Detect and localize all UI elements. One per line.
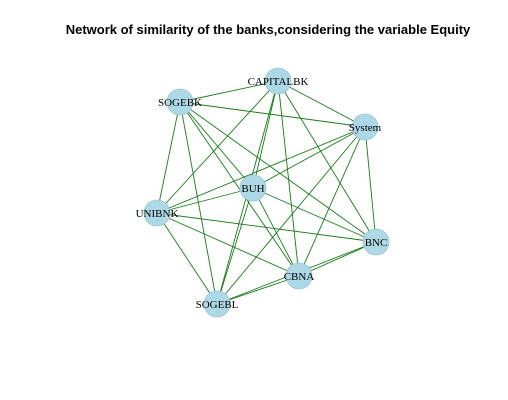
node-circle [351,113,379,141]
edge-sogebk-buh [179,101,254,189]
node-label: CAPITALBK [248,76,309,88]
node-label: UNIBNK [136,208,179,220]
edge-sogebk-unibnk [156,101,181,214]
node-system: System [349,113,382,141]
edge-capitalbk-bnc [277,80,377,243]
node-circle [285,262,313,290]
edge-system-sogebl [216,126,366,305]
edge-buh-bnc [252,187,377,243]
node-sogebk: SOGEBK [158,88,202,116]
edge-system-cbna [298,126,366,277]
edge-buh-sogebl [216,187,254,305]
edge-system-buh [252,126,366,189]
edge-sogebk-system [179,101,366,128]
node-label: BUH [241,183,264,195]
node-circle [143,199,171,227]
edge-system-bnc [364,126,377,243]
node-label: SOGEBK [158,97,202,109]
node-label: CBNA [284,271,315,283]
edge-capitalbk-buh [252,80,279,189]
edge-unibnk-cbna [156,212,300,277]
edge-cbna-sogebl [216,275,300,305]
edge-capitalbk-cbna [277,80,300,277]
node-sogebl: SOGEBL [196,290,239,318]
edge-sogebk-cbna [179,101,300,277]
chart-title: Network of similarity of the banks,consi… [65,22,471,37]
node-unibnk: UNIBNK [136,199,179,227]
edge-capitalbk-sogebk [179,80,279,103]
node-circle [362,228,390,256]
node-label: SOGEBL [196,299,239,311]
edge-unibnk-bnc [156,212,377,243]
edge-system-unibnk [156,126,366,214]
node-bnc: BNC [362,228,390,256]
node-cbna: CBNA [284,262,315,290]
edges-layer [156,80,377,305]
node-circle [203,290,231,318]
edge-unibnk-sogebl [156,212,218,305]
node-label: System [349,122,382,134]
edge-bnc-cbna [298,241,377,277]
node-circle [239,174,267,202]
node-buh: BUH [239,174,267,202]
node-circle [264,67,292,95]
nodes-layer: CAPITALBK SOGEBK System BUH UNIBNK BNC CBNA SOG… [136,67,390,318]
edge-buh-cbna [252,187,300,277]
edge-capitalbk-system [277,80,366,128]
node-label: BNC [365,237,388,249]
edge-sogebk-sogebl [179,101,218,305]
edge-buh-unibnk [156,187,254,214]
node-capitalbk: CAPITALBK [248,67,309,95]
node-circle [166,88,194,116]
edge-capitalbk-unibnk [156,80,279,214]
edge-sogebk-bnc [179,101,377,243]
